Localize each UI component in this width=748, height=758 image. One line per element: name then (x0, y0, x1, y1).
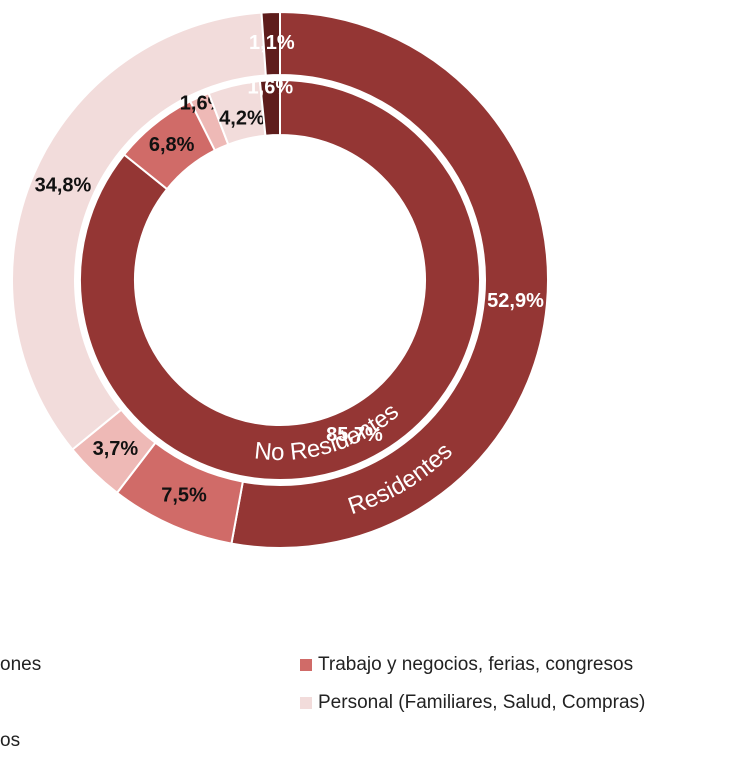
data-label: 6,8% (149, 134, 195, 156)
data-label: 4,2% (219, 108, 265, 130)
legend-label: Trabajo y negocios, ferias, congresos (318, 654, 633, 675)
legend-swatch (300, 659, 312, 671)
data-label: 7,5% (161, 484, 207, 506)
data-label: 3,7% (93, 438, 139, 460)
data-label: 34,8% (35, 174, 92, 196)
slice (230, 10, 549, 549)
slice (260, 10, 281, 77)
slice (258, 78, 281, 137)
data-label: 52,9% (487, 290, 544, 312)
legend-label: Personal (Familiares, Salud, Compras) (318, 692, 645, 713)
legend-label: ones (0, 654, 41, 675)
legend-label: os (0, 730, 20, 751)
data-label: 1,6% (248, 77, 294, 99)
slice (79, 78, 481, 481)
legend-swatch (300, 697, 312, 709)
data-label: 1,1% (249, 32, 295, 54)
data-label: 85,7% (326, 424, 383, 446)
slice (11, 11, 267, 451)
